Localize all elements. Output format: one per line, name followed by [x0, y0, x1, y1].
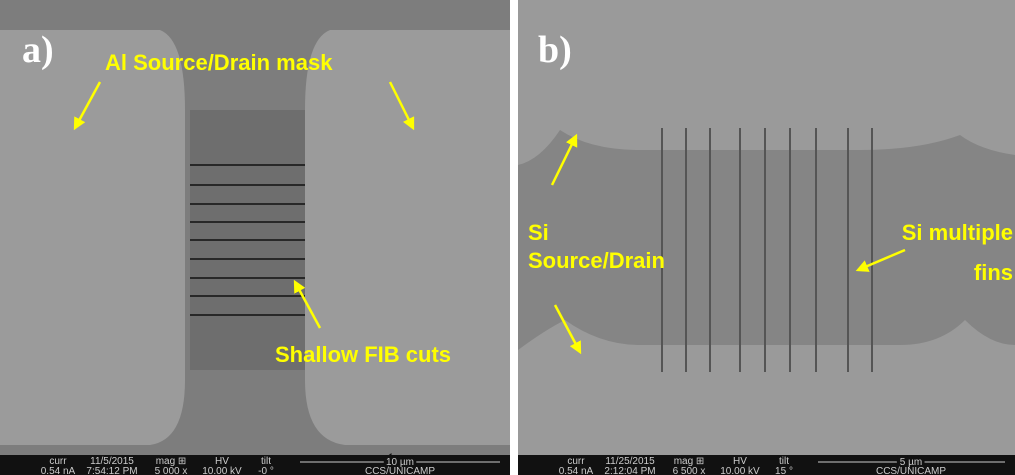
info-value: 6 500 x — [673, 466, 706, 475]
info-value: 15 ° — [775, 466, 793, 475]
info-value: 0.54 nA — [41, 466, 76, 475]
annotation: Source/Drain — [528, 248, 665, 273]
panel-label: b) — [538, 29, 572, 71]
annotation: Al Source/Drain mask — [105, 50, 333, 75]
info-value: 10.00 kV — [202, 466, 242, 475]
info-value: 0.54 nA — [559, 466, 594, 475]
info-value: 2:12:04 PM — [604, 466, 655, 475]
credit: CCS/UNICAMP — [365, 466, 435, 475]
info-value: 10.00 kV — [720, 466, 760, 475]
info-value: 7:54:12 PM — [86, 466, 137, 475]
figure: a)Al Source/Drain maskShallow FIB cutscu… — [0, 0, 1015, 475]
annotation: Si multiple — [902, 220, 1013, 245]
annotation: Shallow FIB cuts — [275, 342, 451, 367]
annotation: fins — [974, 260, 1013, 285]
info-value: -0 ° — [258, 466, 274, 475]
credit: CCS/UNICAMP — [876, 466, 946, 475]
info-value: 5 000 x — [155, 466, 188, 475]
annotation: Si — [528, 220, 549, 245]
panel-label: a) — [22, 29, 54, 71]
